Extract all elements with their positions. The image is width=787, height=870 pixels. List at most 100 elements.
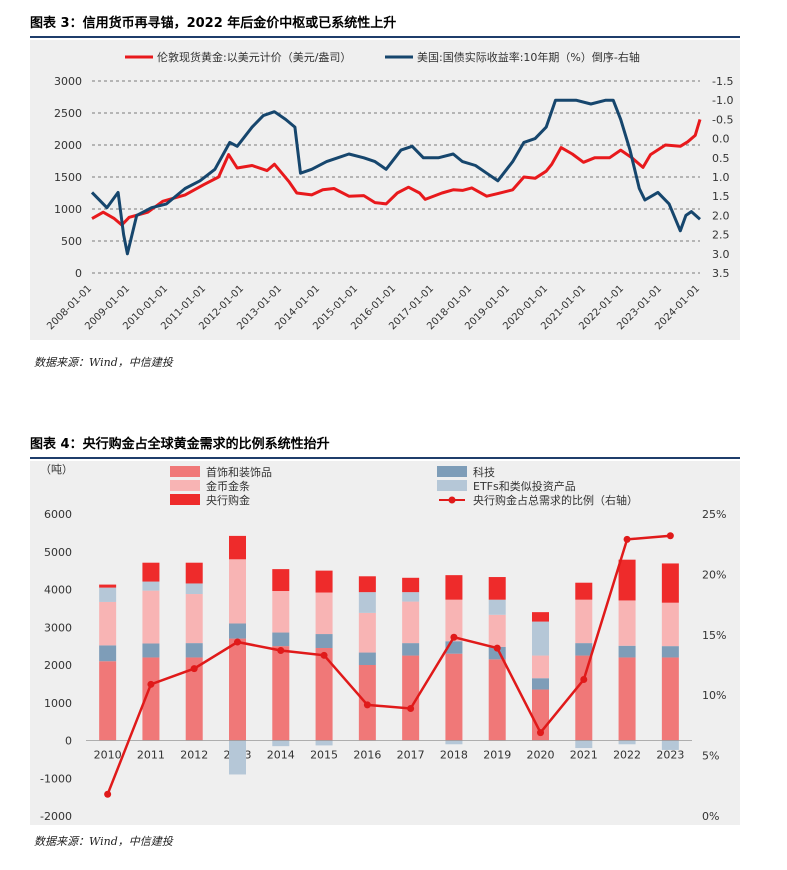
bar-segment	[575, 643, 593, 656]
y-left-tick-label: 5000	[44, 546, 72, 559]
legend-swatch	[437, 480, 467, 491]
figure1-title-rule	[30, 36, 740, 38]
bar-segment	[99, 601, 117, 646]
y-right-tick-label: 20%	[702, 568, 726, 581]
y-right-tick-label: 2.0	[712, 209, 730, 222]
legend-label: 金币金条	[206, 479, 250, 493]
bar-segment	[315, 592, 333, 635]
y-right-tick-label: -0.5	[712, 113, 733, 126]
x-tick-label: 2018	[440, 749, 468, 762]
y-left-tick-label: 1000	[54, 203, 82, 216]
bar-segment	[272, 569, 290, 592]
legend-label: ETFs和类似投资产品	[473, 479, 576, 493]
legend-label: 首饰和装饰品	[206, 465, 272, 479]
bar-segment	[445, 740, 463, 745]
bar-segment	[488, 599, 506, 615]
bar-segment	[358, 592, 376, 613]
bar-segment	[618, 645, 636, 658]
bar-segment	[618, 559, 636, 601]
x-tick-label: 2011	[137, 749, 165, 762]
bar-segment	[229, 623, 246, 639]
ratio-point	[623, 535, 631, 543]
ratio-point	[147, 680, 155, 688]
legend-label: 科技	[473, 465, 495, 479]
bar-segment	[272, 646, 290, 741]
y-left-tick-label: 4000	[44, 584, 72, 597]
ratio-point	[407, 704, 415, 712]
chart2-svg: （吨） -2000 -1000 0 1000 2000 3000 4000 5000 6000 0%…	[40, 463, 726, 823]
bar-segment	[142, 581, 160, 591]
y-right-tick-label: 2.5	[712, 229, 730, 242]
ratio-point	[493, 644, 501, 652]
bar-segment	[185, 594, 203, 644]
y-right-tick-label: -1.5	[712, 75, 733, 88]
bar-segment	[99, 661, 117, 741]
bar-segment	[402, 655, 420, 741]
y-left-tick-label: 1000	[44, 697, 72, 710]
bar-segment	[618, 600, 636, 646]
x-tick-label: 2012	[180, 749, 208, 762]
x-tick-label: 2014	[267, 749, 295, 762]
legend-swatch	[170, 466, 200, 477]
bar-segment	[488, 659, 506, 741]
bar-segment	[99, 645, 117, 662]
figure2-title: 图表 4：央行购金占全球黄金需求的比例系统性抬升	[30, 437, 330, 452]
ratio-point	[537, 729, 544, 737]
bar-segment	[185, 562, 203, 584]
y-right-tick-label: 1.0	[712, 171, 730, 184]
bar-segment	[142, 643, 160, 658]
legend-marker	[448, 496, 456, 504]
bar-segment	[229, 559, 246, 624]
y-left-tick-label: 3000	[54, 75, 82, 88]
ratio-point	[234, 638, 241, 646]
bar-segment	[185, 657, 203, 741]
bar-segment	[445, 653, 463, 741]
bar-segment	[358, 612, 376, 653]
y-left-tick-label: 2500	[54, 107, 82, 120]
bar-segment	[272, 632, 290, 647]
chart2-panel: （吨） -2000 -1000 0 1000 2000 3000 4000 5000 6000 0%…	[30, 461, 740, 825]
bar-segment	[358, 576, 376, 593]
bar-segment	[229, 638, 246, 741]
series-line-real-yield	[90, 98, 701, 256]
y-right-tick-label: 15%	[702, 629, 726, 642]
x-tick-label: 2022	[613, 749, 641, 762]
bar-segment	[142, 590, 160, 644]
bar-segment	[99, 584, 117, 588]
bar-segment	[315, 740, 333, 746]
x-tick-label: 2019	[483, 749, 511, 762]
bar-segment	[315, 634, 333, 649]
bar-segment	[229, 740, 246, 775]
legend-label: 美国:国债实际收益率:10年期（%）倒序-右轴	[417, 50, 640, 64]
bar-segment	[402, 592, 420, 602]
ratio-point	[666, 532, 674, 540]
y-left-tick-label: 6000	[44, 508, 72, 521]
bar-segment	[272, 740, 290, 747]
bar-segment	[532, 655, 549, 679]
figure2-title-rule	[30, 457, 740, 459]
bar-segment	[445, 575, 463, 600]
bar-segment	[488, 614, 506, 647]
y-left-tick-label: 2000	[54, 139, 82, 152]
ratio-point	[363, 701, 371, 709]
ratio-point	[320, 651, 328, 659]
y-right-tick-label: -1.0	[712, 94, 733, 107]
legend-label: 央行购金	[206, 493, 250, 507]
y-left-tick-label: -1000	[40, 772, 72, 785]
bar-segment	[661, 740, 679, 750]
y-right-tick-label: 10%	[702, 689, 726, 702]
legend-swatch	[437, 466, 467, 477]
bar-segment	[229, 535, 246, 560]
x-tick-label: 2021	[570, 749, 598, 762]
bar-segment	[272, 591, 290, 633]
series-line-gold	[91, 118, 702, 227]
bar-segment	[402, 601, 420, 644]
legend-label: 央行购金占总需求的比例（右轴）	[473, 493, 638, 507]
x-tick-label: 2015	[310, 749, 338, 762]
ratio-point	[580, 675, 588, 683]
chart1-panel: 0 500 1000 1500 2000 2500 3000 -1.5 -1.0 -0.5 0.0 0…	[30, 40, 740, 340]
y-left-tick-label: 0	[75, 267, 82, 280]
bar-segment	[575, 655, 593, 741]
bar-segment	[445, 599, 463, 642]
figure2-source: 数据来源：Wind，中信建投	[34, 835, 173, 848]
